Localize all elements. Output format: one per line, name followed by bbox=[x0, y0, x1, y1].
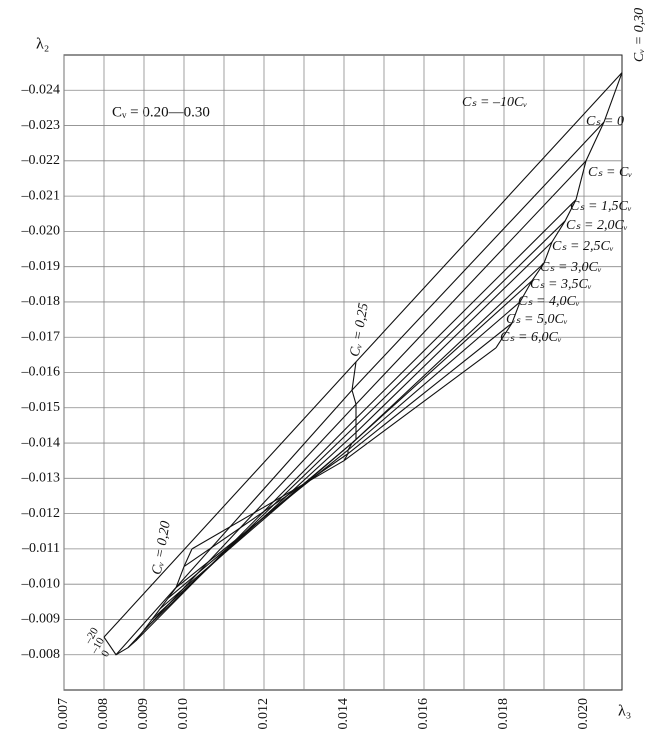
x-tick-label: 0.012 bbox=[256, 698, 271, 730]
y-tick-label: –0.010 bbox=[21, 576, 61, 591]
cv-line bbox=[495, 72, 623, 349]
x-tick-label: 0.014 bbox=[336, 698, 351, 730]
cs-line bbox=[115, 121, 605, 656]
y-tick-label: –0.011 bbox=[21, 541, 60, 556]
series-label: Cₛ = 0 bbox=[586, 114, 624, 129]
x-axis-label: λ₃ bbox=[618, 703, 631, 720]
series-label: Cₛ = 5,0Cᵥ bbox=[506, 312, 568, 327]
start-label: 0 bbox=[99, 648, 112, 659]
y-tick-label: –0.008 bbox=[21, 647, 61, 662]
cv-label: Cᵥ = 0,30 bbox=[632, 8, 647, 62]
y-tick-label: –0.021 bbox=[21, 188, 61, 203]
series-label: Cₛ = 4,0Cᵥ bbox=[518, 294, 580, 309]
y-tick-label: –0.022 bbox=[21, 153, 61, 168]
series-label: Cₛ = –10Cᵥ bbox=[462, 95, 527, 110]
y-tick-label: –0.017 bbox=[21, 329, 61, 344]
y-tick-label: –0.018 bbox=[21, 294, 61, 309]
y-tick-label: –0.014 bbox=[21, 435, 61, 450]
series-label: Cₛ = 6,0Cᵥ bbox=[500, 330, 562, 345]
x-tick-label: 0.018 bbox=[496, 698, 511, 730]
x-tick-label: 0.016 bbox=[416, 698, 431, 730]
x-tick-label: 0.020 bbox=[576, 698, 591, 730]
x-tick-label: 0.008 bbox=[96, 698, 111, 730]
y-tick-label: –0.023 bbox=[21, 118, 61, 133]
cv-line bbox=[103, 548, 193, 656]
y-tick-label: –0.012 bbox=[21, 506, 61, 521]
series-label: Cₛ = 2,0Cᵥ bbox=[566, 218, 628, 233]
x-tick-label: 0.007 bbox=[56, 698, 71, 730]
cv-label: Cᵥ = 0,20 bbox=[150, 520, 174, 576]
y-tick-label: –0.013 bbox=[21, 471, 61, 486]
annotation: Cᵥ = 0.20—0.30 bbox=[112, 104, 210, 120]
y-tick-label: –0.015 bbox=[21, 400, 61, 415]
y-tick-label: –0.024 bbox=[21, 82, 61, 97]
y-tick-label: –0.009 bbox=[21, 612, 61, 627]
series-label: Cₛ = 3,0Cᵥ bbox=[540, 260, 602, 275]
series-label: Cₛ = 1,5Cᵥ bbox=[570, 199, 632, 214]
cv-line bbox=[343, 361, 357, 461]
cv-label: Cᵥ = 0,25 bbox=[348, 302, 372, 358]
series-label: Cₛ = 2,5Cᵥ bbox=[552, 239, 614, 254]
y-tick-label: –0.020 bbox=[21, 224, 61, 239]
x-tick-label: 0.009 bbox=[136, 698, 151, 730]
cs-line bbox=[183, 322, 513, 567]
cs-line bbox=[151, 241, 553, 620]
series-label: Cₛ = Cᵥ bbox=[588, 165, 632, 180]
y-axis-label: λ₂ bbox=[36, 36, 49, 53]
y-tick-label: –0.016 bbox=[21, 365, 61, 380]
y-tick-label: –0.019 bbox=[21, 259, 61, 274]
cs-line bbox=[175, 301, 521, 589]
series-label: Cₛ = 3,5Cᵥ bbox=[530, 277, 592, 292]
x-tick-label: 0.010 bbox=[176, 698, 191, 730]
